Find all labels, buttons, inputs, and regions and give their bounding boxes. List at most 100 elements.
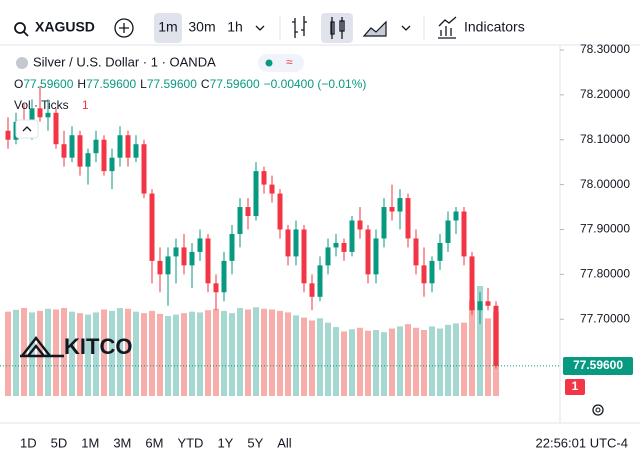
- candle-body: [93, 139, 99, 154]
- symbol-icon: [16, 57, 28, 69]
- ohlc-value: 77.59600: [210, 77, 260, 91]
- candle-body: [61, 144, 67, 158]
- candle-body: [149, 193, 155, 261]
- volume-bar: [37, 310, 43, 396]
- range-button[interactable]: YTD: [177, 435, 203, 450]
- volume-bar: [189, 311, 195, 396]
- watermark: KITCO: [20, 334, 132, 359]
- candle-body: [493, 305, 499, 366]
- range-button[interactable]: 3M: [113, 435, 131, 450]
- add-icon: [119, 23, 129, 33]
- watermark-text: KITCO: [64, 334, 132, 359]
- candle-body: [381, 207, 387, 239]
- candle-body: [101, 139, 107, 172]
- candle-body: [453, 211, 459, 221]
- volume-bar: [133, 311, 139, 396]
- volume-bar: [325, 322, 331, 396]
- status-pill: [258, 54, 304, 72]
- volume-bar: [421, 330, 427, 396]
- candle-body: [389, 207, 395, 212]
- candle-body: [109, 157, 115, 172]
- volume-bar: [261, 308, 267, 396]
- ohlc-change: −0.00400 (−0.01%): [264, 77, 367, 91]
- volume-bar: [269, 309, 275, 396]
- footer: 22:56:01 UTC-4 1D 5D 1M 3M 6M YTD 1Y 5Y All: [20, 435, 628, 450]
- candle-body: [165, 256, 171, 275]
- candle-body: [461, 211, 467, 257]
- legend-title: Silver / U.S. Dollar · 1 · OANDA: [33, 54, 216, 69]
- add-symbol[interactable]: [114, 18, 134, 38]
- range-button[interactable]: 1D: [20, 435, 37, 450]
- candle-body: [333, 242, 339, 248]
- volume-tag: [565, 379, 585, 395]
- volume-bar: [317, 318, 323, 396]
- volume-bar: [213, 308, 219, 396]
- candle-body: [301, 229, 307, 284]
- candle-body: [405, 198, 411, 239]
- indicators-icon[interactable]: [438, 16, 457, 39]
- volume-bar: [173, 314, 179, 396]
- candle-body: [85, 153, 91, 167]
- volume-tag-text: 1: [572, 379, 579, 393]
- volume-bar: [413, 327, 419, 396]
- interval[interactable]: 1m: [158, 19, 177, 35]
- candle-body: [45, 112, 51, 118]
- range-button[interactable]: 1Y: [217, 435, 233, 450]
- candle-body: [437, 242, 443, 261]
- candle-body: [317, 265, 323, 297]
- interval[interactable]: 1h: [227, 19, 243, 35]
- volume-bar: [365, 330, 371, 396]
- volume-bar: [349, 329, 355, 396]
- volume-bar: [157, 313, 163, 396]
- y-tick-label: 78.30000: [580, 42, 630, 56]
- range-button[interactable]: 5Y: [247, 435, 263, 450]
- volume-bar: [389, 328, 395, 396]
- symbol[interactable]: XAGUSD: [35, 19, 95, 35]
- dropdown[interactable]: [401, 25, 411, 31]
- interval[interactable]: 30m: [188, 19, 215, 35]
- candle-body: [5, 130, 11, 140]
- price-tag: [563, 357, 633, 375]
- volume-bar: [277, 310, 283, 396]
- candle-body: [349, 220, 355, 252]
- volume-bar: [429, 326, 435, 396]
- settings-icon[interactable]: [592, 404, 604, 416]
- candle-body: [133, 144, 139, 158]
- ohlc-row: O77.59600 H77.59600 L77.59600 C77.59600 −0.0…: [14, 77, 366, 91]
- active-interval-bg: [154, 13, 182, 43]
- candle-body: [213, 283, 219, 293]
- range-button[interactable]: 5D: [51, 435, 68, 450]
- candle-body: [205, 238, 211, 284]
- indicators-button[interactable]: Indicators: [464, 19, 525, 35]
- candle-body: [365, 229, 371, 275]
- collapse-legend[interactable]: [15, 119, 39, 139]
- range-button[interactable]: 6M: [145, 435, 163, 450]
- candle-body: [485, 301, 491, 306]
- volume-bar: [93, 312, 99, 396]
- candles-icon[interactable]: [330, 17, 345, 39]
- volume-bar: [181, 313, 187, 396]
- range-button[interactable]: All: [277, 435, 292, 450]
- y-tick-label: 78.10000: [580, 132, 630, 146]
- range-button[interactable]: 1M: [81, 435, 99, 450]
- candle-body: [229, 233, 235, 261]
- candle-body: [285, 229, 291, 257]
- volume-bar: [381, 332, 387, 396]
- area-icon[interactable]: [362, 20, 387, 37]
- volume-bar: [293, 315, 299, 396]
- volume-bar: [77, 313, 83, 396]
- candle-body: [397, 198, 403, 212]
- y-tick-label: 77.70000: [580, 311, 630, 325]
- candle-body: [37, 108, 43, 118]
- candle-body: [373, 238, 379, 275]
- volume-bar: [101, 309, 107, 396]
- volume-bar: [197, 312, 203, 396]
- volume-bar: [341, 331, 347, 396]
- bars-icon[interactable]: [292, 16, 307, 38]
- search-icon[interactable]: [14, 22, 26, 34]
- candle-body: [413, 238, 419, 266]
- kitco-logo: [20, 336, 64, 358]
- y-tick-label: 77.90000: [580, 222, 630, 236]
- dropdown[interactable]: [255, 25, 265, 31]
